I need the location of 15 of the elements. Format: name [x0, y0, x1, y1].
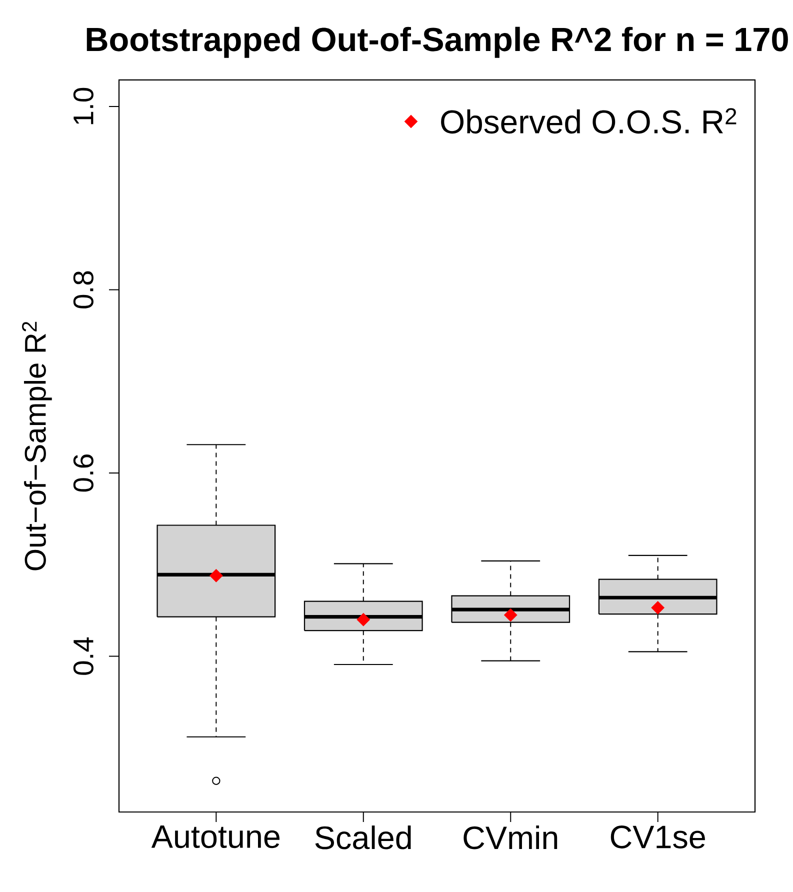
legend-label: Observed O.O.S. R$^{2}$ [441, 108, 736, 134]
point [651, 600, 665, 614]
x-tick-label: CV1se [610, 826, 705, 848]
point [209, 568, 223, 582]
y-tick-label: 0.8 [73, 271, 94, 308]
y-tick-label: 0.6 [73, 454, 94, 492]
y-tick-label: 1.0 [73, 88, 94, 124]
x-tick-label: Scaled [315, 826, 411, 850]
x-tick-label: Autotune [151, 826, 280, 848]
y-tick-label: 0.4 [73, 637, 94, 675]
chart-title: Bootstrapped Out-of-Sample R^2 for n = 170 [86, 26, 788, 58]
x-tick-label: CVmin [464, 826, 558, 850]
point [504, 608, 518, 622]
y-axis-title: Out−of−Sample R$^{2}$ [22, 322, 52, 570]
point [356, 612, 370, 626]
